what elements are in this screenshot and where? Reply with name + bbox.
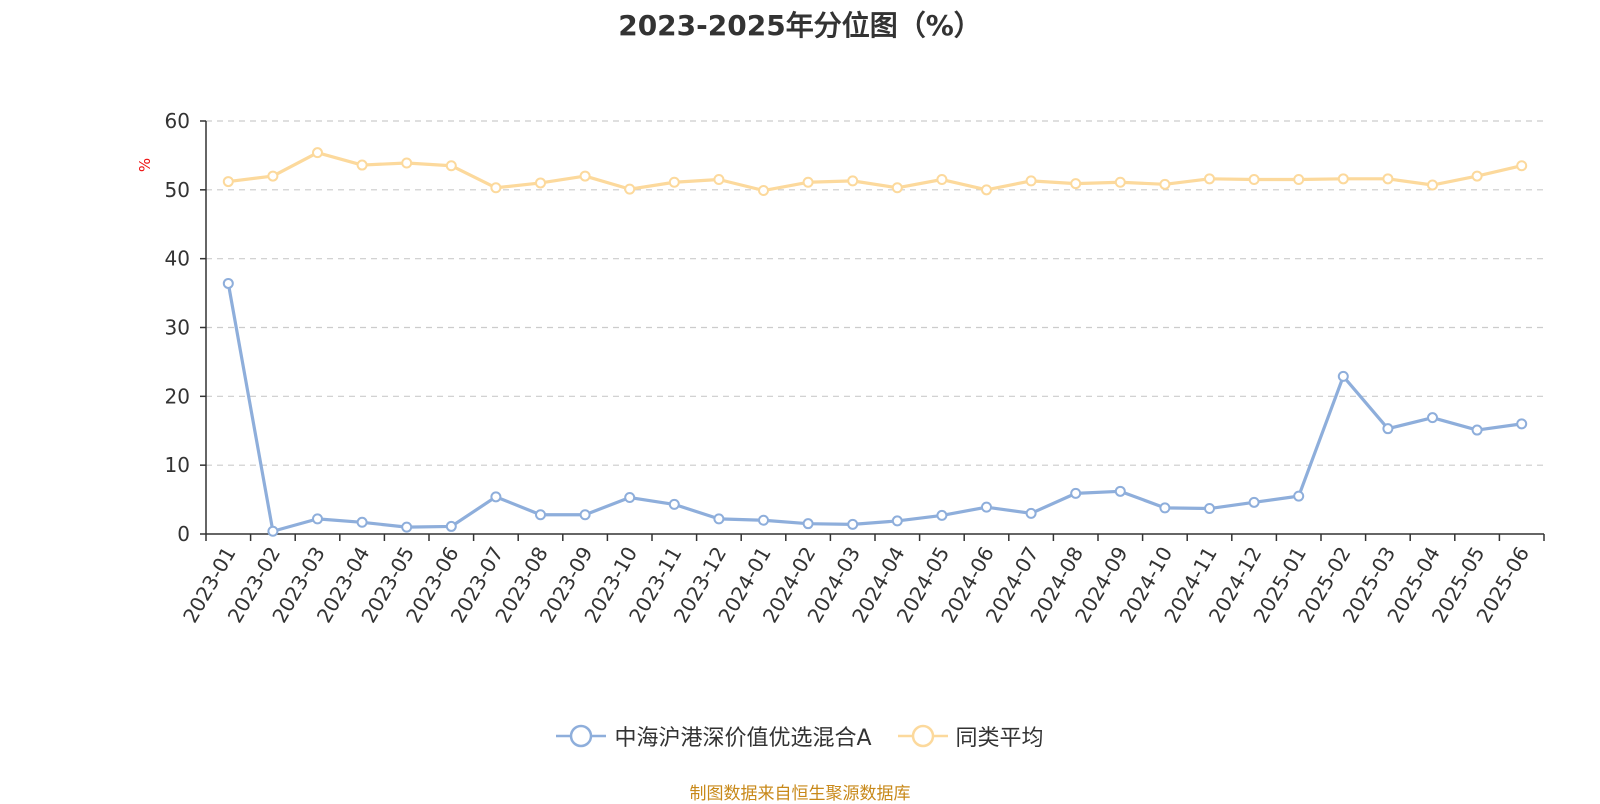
data-point-0 xyxy=(624,492,636,504)
data-point-1 xyxy=(713,174,725,186)
data-point-1 xyxy=(891,182,903,194)
data-point-1 xyxy=(1337,173,1349,185)
data-point-1 xyxy=(1471,170,1483,182)
data-point-1 xyxy=(1114,176,1126,188)
data-point-1 xyxy=(1025,175,1037,187)
data-point-0 xyxy=(1427,412,1438,424)
series-layer xyxy=(222,147,1528,537)
data-point-0 xyxy=(1337,370,1349,382)
data-point-1 xyxy=(1159,178,1171,190)
legend-item-avg[interactable]: 同类平均 xyxy=(897,720,1044,752)
data-point-1 xyxy=(356,159,368,171)
data-point-0 xyxy=(401,521,413,533)
data-point-0 xyxy=(222,277,234,289)
data-point-1 xyxy=(668,176,680,188)
data-point-0 xyxy=(535,509,546,521)
data-point-0 xyxy=(802,518,814,530)
y-tick-label: 40 xyxy=(165,247,190,271)
data-point-1 xyxy=(1204,173,1215,185)
data-point-1 xyxy=(624,183,636,195)
y-tick-label: 20 xyxy=(165,384,190,408)
legend: 中海沪港深价值优选混合A 同类平均 xyxy=(0,720,1600,752)
chart-title: 2023-2025年分位图（%） xyxy=(618,9,982,42)
data-point-1 xyxy=(490,182,502,194)
data-point-1 xyxy=(847,175,859,187)
legend-label-fund: 中海沪港深价值优选混合A xyxy=(614,726,872,751)
data-point-1 xyxy=(1070,178,1082,190)
data-point-1 xyxy=(1293,174,1305,186)
data-point-0 xyxy=(490,491,502,503)
data-point-0 xyxy=(891,515,903,527)
legend-label-avg: 同类平均 xyxy=(955,726,1044,751)
data-point-0 xyxy=(713,513,725,525)
data-point-0 xyxy=(312,513,323,525)
y-tick-label: 30 xyxy=(165,316,190,340)
data-point-0 xyxy=(668,498,680,510)
data-point-1 xyxy=(445,160,457,172)
legend-avg-line-icon xyxy=(897,724,948,748)
data-point-1 xyxy=(981,184,992,196)
data-point-0 xyxy=(1248,496,1260,508)
data-point-0 xyxy=(1471,424,1483,436)
grid-lines xyxy=(206,120,1544,466)
data-point-1 xyxy=(267,170,279,182)
axes: 01020304050602023-012023-022023-032023-0… xyxy=(165,109,1545,627)
data-point-1 xyxy=(401,157,413,169)
y-tick-label: 50 xyxy=(165,178,190,202)
data-point-0 xyxy=(1025,507,1037,519)
data-source-note: 制图数据来自恒生聚源数据库 xyxy=(689,784,911,804)
y-axis-unit: % xyxy=(136,158,154,172)
data-point-0 xyxy=(1516,418,1528,430)
legend-fund-line-icon xyxy=(556,724,607,748)
y-tick-label: 10 xyxy=(165,453,190,477)
legend-item-fund[interactable]: 中海沪港深价值优选混合A xyxy=(556,720,872,752)
data-point-0 xyxy=(1293,490,1305,502)
y-tick-label: 60 xyxy=(165,109,190,133)
data-point-1 xyxy=(535,177,546,189)
series-line-0 xyxy=(226,283,1522,533)
data-point-1 xyxy=(1427,179,1438,191)
data-point-1 xyxy=(312,147,323,159)
data-point-1 xyxy=(1382,173,1394,185)
data-point-0 xyxy=(445,520,457,532)
data-point-0 xyxy=(936,509,948,521)
series-line-1 xyxy=(228,151,1523,193)
data-point-0 xyxy=(1204,503,1215,515)
data-point-1 xyxy=(1516,160,1528,172)
data-point-0 xyxy=(1070,487,1082,499)
data-point-1 xyxy=(802,176,814,188)
data-point-1 xyxy=(936,174,948,186)
data-point-1 xyxy=(1248,174,1260,186)
data-point-0 xyxy=(1159,502,1171,514)
data-point-0 xyxy=(981,501,992,513)
data-point-0 xyxy=(267,525,279,537)
y-tick-label: 0 xyxy=(177,522,190,546)
data-point-0 xyxy=(758,514,769,526)
data-point-0 xyxy=(579,509,591,521)
data-point-0 xyxy=(847,518,859,530)
data-point-0 xyxy=(1382,423,1394,435)
data-point-1 xyxy=(222,176,234,188)
data-point-0 xyxy=(1114,485,1126,497)
data-point-1 xyxy=(758,185,769,197)
data-point-0 xyxy=(356,516,368,528)
data-point-1 xyxy=(579,170,591,182)
